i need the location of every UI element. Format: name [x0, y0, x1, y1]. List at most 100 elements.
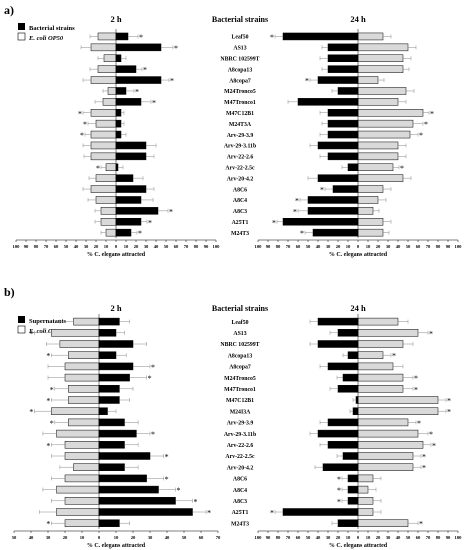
bar-strain	[115, 163, 119, 171]
significance-star: *	[174, 44, 178, 53]
bar-strain	[98, 452, 151, 460]
significance-star: *	[46, 520, 50, 529]
bar-strain	[347, 497, 359, 505]
bar-strain	[98, 373, 130, 382]
bar-control	[357, 351, 384, 359]
significance-star: *	[29, 329, 33, 338]
x-tick-label: 30	[144, 244, 149, 249]
x-tick-label: 80	[436, 535, 441, 540]
bar-control	[357, 519, 409, 527]
bar-strain	[317, 141, 359, 150]
significance-star: *	[337, 475, 341, 484]
strain-label: A8copa13	[228, 353, 253, 359]
strain-label: A25T1	[232, 510, 249, 516]
bar-control	[357, 329, 419, 337]
bar-control	[95, 119, 117, 128]
strain-label: Arv-29-3.9	[227, 421, 254, 427]
x-tick-label: 40	[396, 244, 401, 249]
x-tick-label: 70	[184, 244, 189, 249]
significance-star: *	[270, 33, 274, 42]
bar-strain	[312, 228, 359, 237]
x-tick-label: 90	[24, 244, 29, 249]
bar-strain	[115, 43, 162, 52]
x-tick-label: 60	[54, 244, 59, 249]
significance-star: *	[29, 408, 33, 417]
x-tick-label: 60	[296, 244, 301, 249]
x-tick-label: 30	[386, 535, 391, 540]
x-tick-label: 10	[346, 244, 351, 249]
bar-control	[357, 463, 414, 471]
x-tick-label: 40	[316, 244, 321, 249]
bar-strain	[307, 207, 359, 215]
significance-star: *	[422, 453, 426, 462]
x-axis-label: % C. elegans attracted	[329, 543, 388, 549]
x-tick-label: 100	[13, 244, 21, 249]
bar-strain	[327, 152, 359, 161]
strain-label: A8copa7	[229, 365, 251, 371]
bar-strain	[347, 485, 359, 494]
strain-label: M24Tronco5	[224, 89, 256, 95]
significance-star: *	[135, 87, 139, 96]
bar-strain	[337, 329, 359, 337]
significance-star: *	[300, 229, 304, 238]
legend-a-bacteria-swatch	[18, 23, 25, 30]
bar-control	[56, 429, 100, 438]
x-tick-label: 60	[174, 244, 179, 249]
bar-strain	[337, 519, 359, 527]
x-tick-label: 0	[115, 244, 118, 249]
x-tick-label: 60	[416, 244, 421, 249]
panel-a-center-title: Bacterial strains	[212, 15, 268, 24]
x-tick-label: 60	[296, 535, 301, 540]
strain-label: A8copa7	[229, 78, 251, 84]
strain-label: M47C12B1	[226, 398, 254, 404]
legend-b-bacteria-swatch	[18, 316, 25, 323]
bar-control	[68, 418, 100, 427]
x-tick-label: 10	[114, 535, 119, 540]
bar-strain	[115, 32, 129, 41]
strain-label: NBRC 102599T	[220, 56, 259, 62]
bar-strain	[98, 407, 108, 415]
strain-label: M47C12B1	[226, 111, 254, 117]
chart-title: 24 h	[350, 303, 366, 313]
bar-control	[357, 373, 404, 382]
bar-control	[64, 497, 100, 505]
x-tick-label: 40	[316, 535, 321, 540]
significance-star: *	[414, 385, 418, 394]
bar-strain	[115, 152, 147, 161]
bar-strain	[327, 130, 359, 139]
strain-label: M47Tronco1	[224, 387, 256, 393]
significance-star: *	[424, 120, 428, 129]
bar-control	[357, 385, 404, 393]
x-tick-label: 30	[326, 244, 331, 249]
bar-strain	[98, 351, 117, 359]
bar-control	[68, 396, 100, 404]
x-tick-label: 40	[74, 244, 79, 249]
x-tick-label: 20	[336, 535, 341, 540]
x-tick-label: 50	[64, 244, 69, 249]
significance-star: *	[305, 77, 309, 86]
bar-control	[64, 362, 100, 371]
bar-control	[357, 65, 404, 73]
bar-control	[357, 76, 379, 84]
strain-label: M24T3	[231, 231, 249, 237]
x-tick-label: 50	[306, 244, 311, 249]
x-tick-label: 70	[286, 244, 291, 249]
x-tick-label: 100	[213, 244, 221, 249]
bar-strain	[282, 508, 359, 516]
bar-strain	[98, 340, 134, 348]
bar-strain	[98, 429, 137, 438]
x-tick-label: 90	[446, 535, 451, 540]
strain-label: Leaf50	[231, 320, 248, 326]
bar-strain	[98, 385, 120, 393]
bar-strain	[98, 497, 176, 505]
significance-star: *	[165, 453, 169, 462]
legend-b-control-label: E. coli OP50	[28, 328, 64, 335]
bar-control	[357, 185, 384, 193]
bar-control	[64, 452, 100, 460]
bar-strain	[347, 351, 359, 359]
bar-strain	[115, 141, 147, 150]
x-tick-label: 90	[446, 244, 451, 249]
x-tick-label: 30	[46, 535, 51, 540]
x-tick-label: 20	[376, 244, 381, 249]
